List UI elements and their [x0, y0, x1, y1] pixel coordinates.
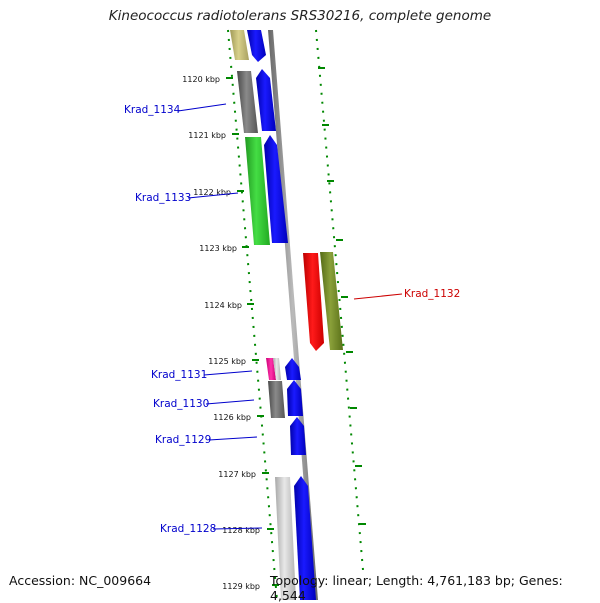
gene-label-krad-1129[interactable]: Krad_1129 [155, 434, 211, 446]
page-title: Kineococcus radiotolerans SRS30216, comp… [108, 8, 492, 24]
kbp-label: 1126 kbp [213, 413, 251, 422]
gene-top-blue-arrow [247, 30, 266, 62]
gene-krad-1134 [256, 69, 276, 131]
gene-krad-1134-companion [237, 71, 258, 133]
right-dotted-guide [315, 29, 364, 571]
left-ticks [226, 77, 279, 586]
kbp-axis-labels: 1120 kbp 1121 kbp 1122 kbp 1123 kbp 1124… [182, 75, 260, 591]
right-ticks [318, 67, 366, 525]
kbp-label: 1128 kbp [222, 526, 260, 535]
gene-krad-1131-companion-2 [273, 358, 281, 380]
kbp-label: 1120 kbp [182, 75, 220, 84]
topology-text: Topology: linear; Length: 4,761,183 bp; … [270, 573, 563, 603]
gene-krad-1131-companion [266, 358, 276, 380]
kbp-label: 1122 kbp [193, 188, 231, 197]
gene-leader-lines [177, 103, 403, 530]
kbp-label: 1121 kbp [188, 131, 226, 140]
gene-krad-1133-companion [245, 137, 270, 245]
kbp-label: 1125 kbp [208, 357, 246, 366]
kbp-label: 1129 kbp [222, 582, 260, 591]
gene-label-krad-1128[interactable]: Krad_1128 [160, 523, 216, 535]
gene-krad-1130-companion [268, 381, 285, 418]
gene-label-krad-1133[interactable]: Krad_1133 [135, 192, 191, 204]
gene-krad-1132-companion [320, 252, 343, 350]
gene-label-krad-1130[interactable]: Krad_1130 [153, 398, 209, 410]
kbp-label: 1123 kbp [199, 244, 237, 253]
gene-krad-1128 [294, 476, 316, 600]
kbp-label: 1127 kbp [218, 470, 256, 479]
gene-krad-1128-companion [275, 477, 296, 600]
gene-krad-1129 [290, 417, 306, 455]
gene-top-khaki [230, 30, 249, 60]
gene-krad-1131 [285, 358, 301, 380]
kbp-label: 1124 kbp [204, 301, 242, 310]
genome-axis [268, 30, 318, 600]
accession-text: Accession: NC_009664 [9, 573, 152, 588]
gene-krad-1133 [264, 135, 288, 243]
gene-krad-1132 [303, 253, 324, 351]
gene-label-krad-1132[interactable]: Krad_1132 [404, 288, 460, 300]
gene-label-krad-1131[interactable]: Krad_1131 [151, 369, 207, 381]
gene-krad-1130 [287, 380, 303, 416]
gene-label-krad-1134[interactable]: Krad_1134 [124, 104, 181, 116]
